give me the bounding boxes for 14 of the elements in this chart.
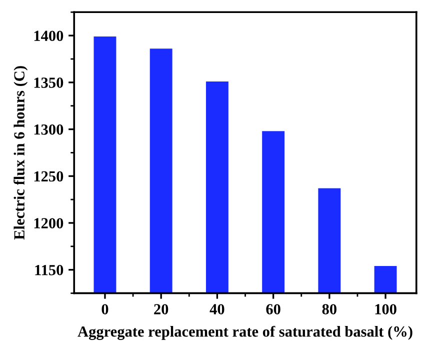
x-tick-label: 60 (266, 304, 280, 314)
x-tick-label: 80 (322, 304, 336, 314)
y-tick-label: 1150 (35, 264, 64, 276)
x-tick-label: 100 (375, 304, 396, 314)
y-tick-label: 1200 (34, 218, 64, 228)
y-tick-label: 1250 (34, 171, 64, 182)
x-tick-label: 0 (102, 304, 108, 314)
y-axis-title: Electric flux in 6 hours (C) (14, 66, 28, 240)
x-tick-label: 40 (210, 304, 224, 314)
x-tick-label: 20 (154, 304, 168, 314)
y-tick-label: 1400 (34, 30, 64, 42)
y-tick-label: 1350 (34, 78, 64, 88)
x-axis-title: Aggregate replacement rate of saturated basalt (%) (78, 326, 412, 340)
y-tick-label: 1300 (34, 124, 64, 135)
